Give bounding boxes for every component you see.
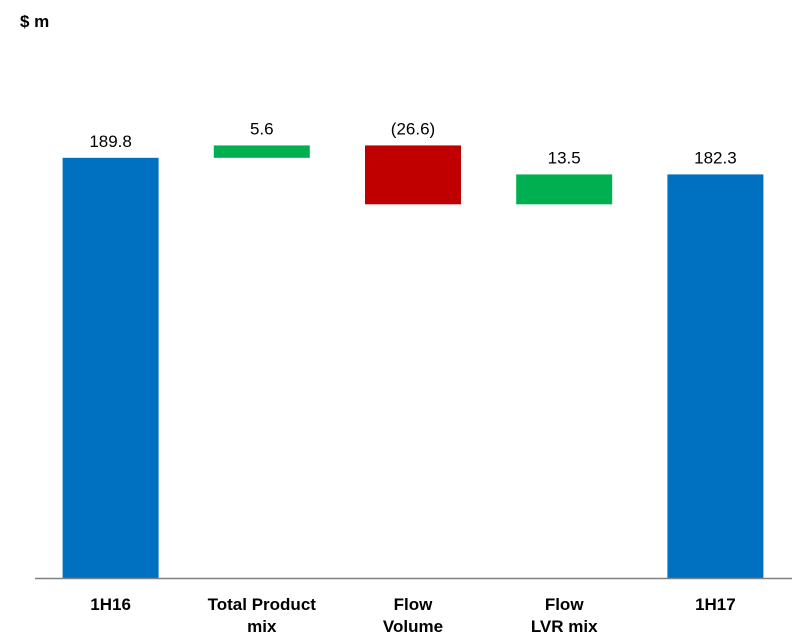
category-label: Total Product	[208, 595, 317, 614]
bar-1h17	[667, 174, 764, 579]
category-label: mix	[247, 617, 277, 636]
category-label: Flow	[545, 595, 584, 614]
bar-flow-volume	[365, 145, 461, 205]
data-label: 182.3	[694, 148, 737, 167]
bar-1h16	[62, 157, 159, 578]
data-label: 189.8	[89, 132, 132, 151]
unit-label: $ m	[20, 12, 50, 31]
category-label: 1H17	[695, 595, 736, 614]
bar-flow-lvr-mix	[516, 174, 613, 205]
category-label: Flow	[394, 595, 433, 614]
data-label: 13.5	[548, 148, 581, 167]
bar-total-product-mix	[213, 145, 310, 158]
category-label: 1H16	[90, 595, 131, 614]
category-label: LVR mix	[531, 617, 598, 636]
data-label: 5.6	[250, 119, 274, 138]
category-label: Volume	[383, 617, 443, 636]
data-label: (26.6)	[391, 119, 435, 138]
